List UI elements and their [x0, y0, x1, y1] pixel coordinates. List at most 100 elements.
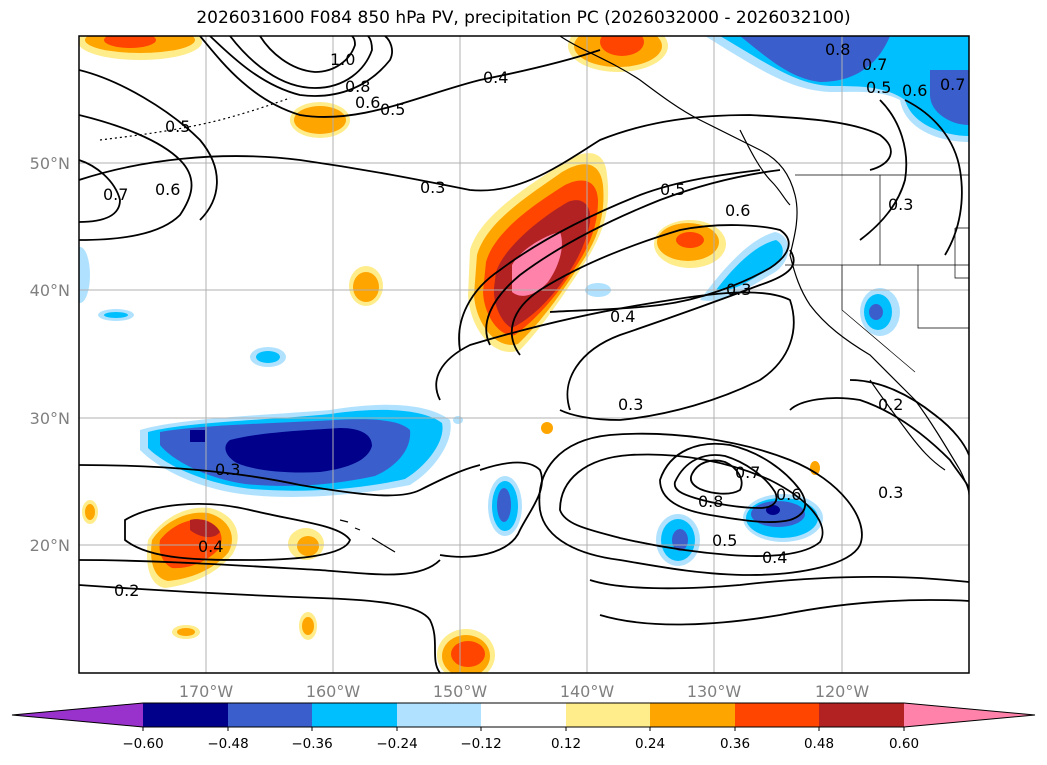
pv-contours [79, 36, 969, 673]
precip-region-small-yellow [288, 528, 324, 560]
lat-label-30n: 30°N [30, 409, 70, 428]
colorbar-tick-label: −0.60 [122, 736, 163, 752]
contour-0p3-south-east [599, 599, 969, 626]
contour-aleutian-inner [259, 36, 356, 73]
lon-label-170w: 170°W [179, 682, 234, 701]
precip-region-aleutian [290, 102, 350, 138]
colorbar-tick-label: 0.36 [720, 736, 750, 752]
latitude-labels: 50°N 40°N 30°N 20°N [30, 154, 70, 555]
contour-0p4-coast [566, 249, 795, 411]
contour-trough-mid [559, 453, 824, 557]
map-panel: 1.0 0.8 0.6 0.5 0.5 0.7 0.6 0.4 0.3 0.5 … [78, 35, 970, 674]
coastlines [99, 36, 969, 553]
coast-bc-islands [739, 129, 791, 206]
contour-label: 0.3 [878, 483, 903, 502]
contour-east-inner [904, 99, 963, 256]
contour-label: 0.2 [878, 395, 903, 414]
colorbar-bin [819, 703, 904, 727]
precip-region-west-edge [79, 247, 134, 321]
coast-west-us [789, 254, 969, 496]
contour-label: 0.3 [215, 460, 240, 479]
contour-0p3-south [79, 559, 441, 576]
contour-label: 0.7 [862, 55, 887, 74]
colorbar-bin [12, 703, 143, 727]
precip-region-central-blue [488, 476, 522, 536]
contour-label: 0.3 [726, 280, 751, 299]
contour-0p6-north [79, 69, 218, 221]
contour-label: 0.8 [825, 40, 850, 59]
lat-label-40n: 40°N [30, 281, 70, 300]
colorbar-bin [904, 703, 1035, 727]
contour-label: 0.3 [618, 395, 643, 414]
precip-region-ne-blue [705, 36, 969, 142]
colorbar-bin [566, 703, 650, 727]
contour-label: 0.5 [712, 531, 737, 550]
precip-region-small-blue [250, 347, 286, 367]
contour-label: 0.8 [345, 77, 370, 96]
contour-label: 1.0 [330, 50, 355, 69]
lon-label-150w: 150°W [433, 682, 488, 701]
contour-label: 0.5 [660, 180, 685, 199]
lon-label-130w: 130°W [687, 682, 742, 701]
precip-region-trough-blue [656, 514, 700, 566]
contour-trough-inner1 [659, 442, 807, 523]
colorbar-tick-label: 0.12 [551, 736, 581, 752]
precip-region-nw-top [79, 36, 202, 60]
contour-label: 0.8 [698, 492, 723, 511]
contour-label: 0.6 [725, 201, 750, 220]
contour-0p2-east [789, 397, 969, 491]
contour-0p4-sw [124, 503, 351, 561]
contour-label: 0.4 [610, 307, 635, 326]
colorbar-tick-label: −0.24 [376, 736, 417, 752]
contour-label: 0.2 [114, 581, 139, 600]
contour-label: 0.4 [198, 537, 223, 556]
precip-region-california-blue [860, 288, 900, 336]
colorbar-bin [143, 703, 228, 727]
border-state-4 [917, 265, 969, 329]
colorbar-tick-label: −0.36 [291, 736, 332, 752]
colorbar-bin [481, 703, 566, 727]
contour-label: 0.7 [940, 75, 965, 94]
contour-label: 0.5 [866, 78, 891, 97]
coast-aleutians [99, 97, 291, 141]
contour-0p5-north [79, 114, 193, 241]
contour-label: 0.6 [155, 180, 180, 199]
contour-0p3-loop [435, 291, 795, 421]
border-state-3 [841, 265, 916, 373]
borders [785, 174, 969, 373]
contour-label: 0.6 [902, 81, 927, 100]
contour-label: 0.6 [776, 485, 801, 504]
pv-contour-labels: 1.0 0.8 0.6 0.5 0.5 0.7 0.6 0.4 0.3 0.5 … [103, 40, 965, 600]
coast-hawaii [339, 519, 396, 553]
contour-0p4-south-east [589, 575, 969, 590]
contour-label: 0.6 [355, 93, 380, 112]
lon-label-160w: 160°W [306, 682, 361, 701]
contour-0p2-south [79, 584, 441, 673]
map-frame [78, 35, 970, 674]
contour-label: 0.7 [103, 185, 128, 204]
contour-label: 0.3 [888, 195, 913, 214]
contour-label: 0.5 [165, 117, 190, 136]
coast-baja [869, 379, 946, 471]
contour-0p7-nw [79, 159, 121, 223]
contour-0p3-east [849, 379, 969, 456]
lat-label-20n: 20°N [30, 536, 70, 555]
contour-0p5-mid [485, 169, 781, 346]
colorbar-tick-label: 0.60 [889, 736, 919, 752]
contour-label: 0.4 [762, 548, 787, 567]
longitude-labels: 170°W 160°W 150°W 140°W 130°W 120°W [179, 682, 870, 701]
contour-label: 0.7 [735, 463, 760, 482]
contour-east-coast [859, 99, 908, 241]
colorbar-tick-label: −0.12 [460, 736, 501, 752]
contour-label: 0.3 [420, 178, 445, 197]
contour-trough-outer [538, 432, 863, 576]
contour-trough-core [689, 459, 743, 495]
contour-0p3-sw [79, 464, 481, 497]
precip-region-alaska [568, 36, 668, 72]
contour-aleutian-mid [229, 36, 373, 89]
precip-region-atmospheric-river [468, 153, 609, 352]
colorbar-bin [397, 703, 481, 727]
colorbar-tick-label: −0.48 [207, 736, 248, 752]
contour-0p4-north [199, 36, 601, 118]
contour-0p6-coast [511, 224, 790, 356]
